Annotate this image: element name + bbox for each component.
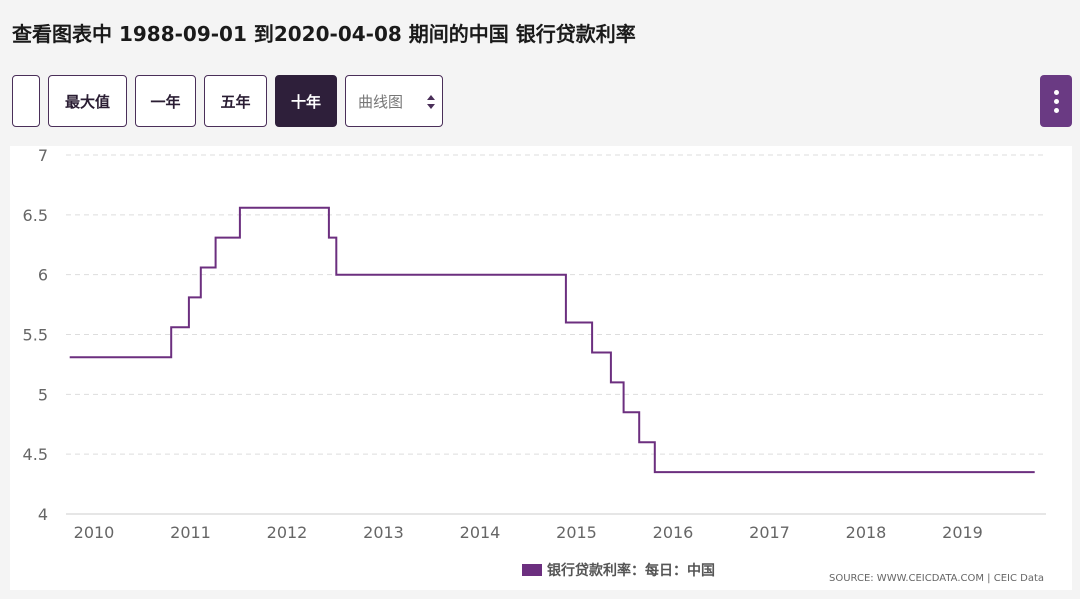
legend-label: 银行贷款利率：每日：中国 [547,563,715,579]
blank-button[interactable] [12,75,40,127]
select-arrows-icon [427,95,435,109]
x-tick-label: 2013 [363,523,404,542]
y-tick-label: 4.5 [23,445,48,464]
y-tick-label: 7 [38,146,48,165]
chart-type-value: 曲线图 [358,92,404,111]
range-toolbar: 最大值 一年 五年 十年 曲线图 [12,75,443,127]
x-tick-label: 2012 [267,523,308,542]
line-chart: 4 4.5 5 5.5 6 6.5 7 2010 2011 2012 2013 2014 2015 201… [23,146,1046,542]
vertical-dots-icon[interactable] [1040,75,1072,127]
legend-swatch [522,564,542,576]
chart-area: 4 4.5 5 5.5 6 6.5 7 2010 2011 2012 2013 2014 2015 201… [10,146,1072,590]
x-tick-label: 2011 [170,523,211,542]
page-title: 查看图表中 1988-09-01 到2020-04-08 期间的中国 银行贷款利… [12,22,636,46]
y-tick-label: 4 [38,505,48,524]
x-tick-label: 2019 [942,523,983,542]
y-tick-label: 5.5 [23,326,48,345]
one-year-button[interactable]: 一年 [135,75,196,127]
x-tick-label: 2015 [556,523,597,542]
five-year-button[interactable]: 五年 [204,75,267,127]
x-tick-label: 2010 [74,523,115,542]
y-tick-label: 5 [38,385,48,404]
ten-year-button[interactable]: 十年 [275,75,337,127]
source-note: SOURCE: WWW.CEICDATA.COM | CEIC Data [828,573,1044,584]
x-tick-label: 2018 [846,523,887,542]
legend[interactable]: 银行贷款利率：每日：中国 [522,560,715,580]
chart-type-select[interactable]: 曲线图 [345,75,443,127]
y-tick-label: 6.5 [23,206,48,225]
series-line [69,206,1035,474]
x-tick-label: 2017 [749,523,790,542]
x-tick-label: 2014 [460,523,501,542]
max-range-button[interactable]: 最大值 [48,75,127,127]
x-tick-label: 2016 [653,523,694,542]
y-tick-label: 6 [38,266,48,285]
